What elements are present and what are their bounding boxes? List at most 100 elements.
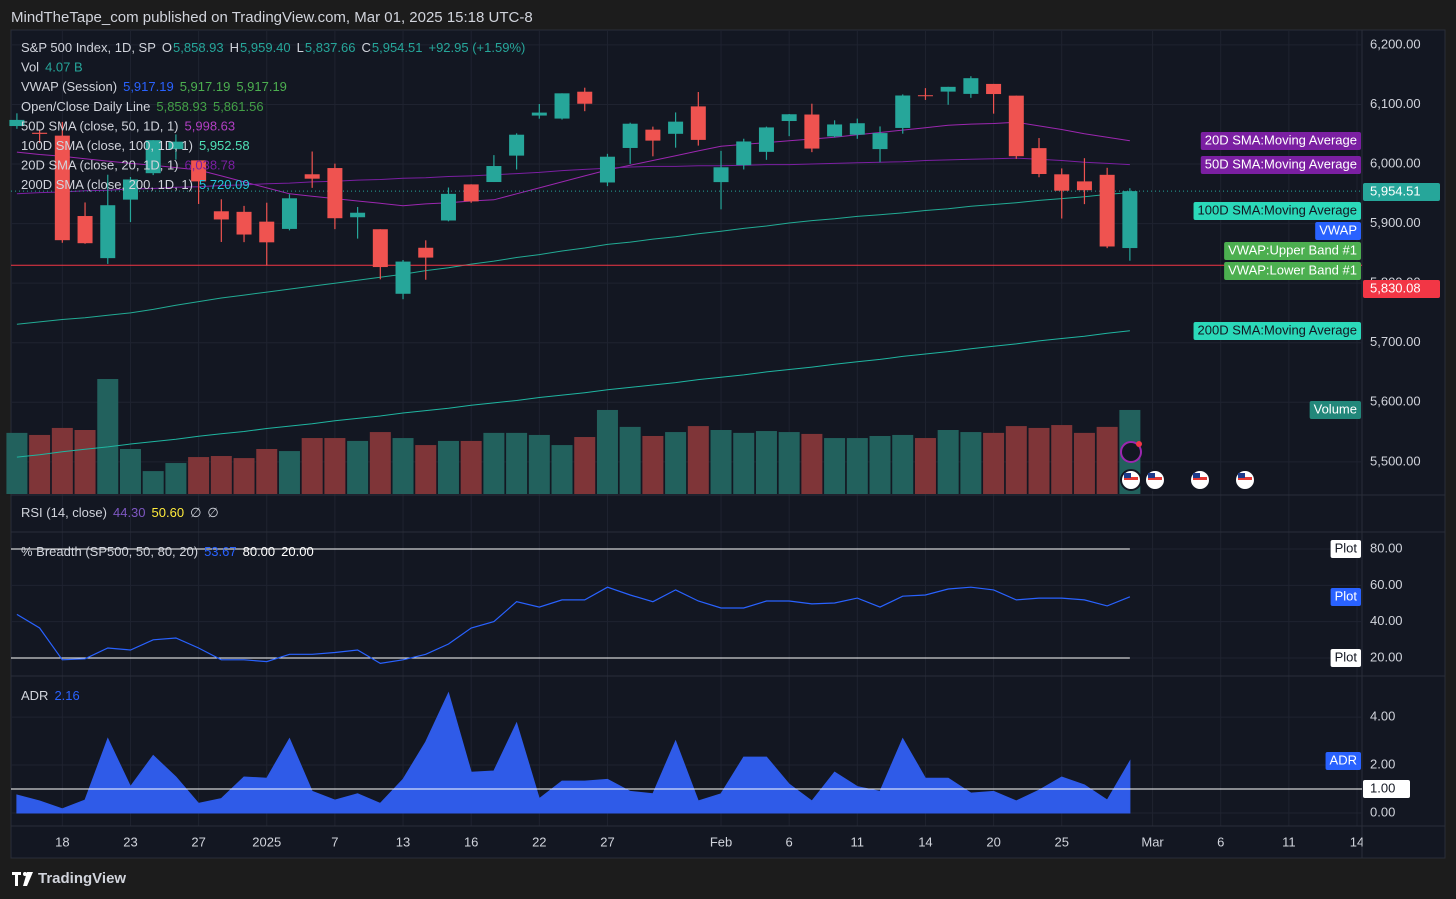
y-tick-label: 5,900.00	[1370, 215, 1421, 230]
x-tick-label: 18	[55, 834, 69, 849]
legend-value: 5,952.58	[199, 138, 250, 153]
event-icon-canton	[1238, 473, 1245, 478]
x-tick-label: 14	[918, 834, 932, 849]
candle-body	[54, 135, 70, 241]
volume-bar	[324, 438, 346, 494]
tag-label: 50D SMA:Moving Average	[1205, 156, 1357, 171]
legend-value: 5,837.66	[305, 40, 356, 55]
x-tick-label: 23	[123, 834, 137, 849]
candle-body	[986, 83, 1002, 95]
legend-label: RSI (14, close)	[21, 505, 107, 520]
volume-bar	[574, 437, 596, 494]
volume-bar	[733, 432, 755, 494]
x-tick-label: 13	[396, 834, 410, 849]
tag-label: 100D SMA:Moving Average	[1198, 202, 1357, 217]
logo-dot	[23, 872, 27, 876]
candle-body	[827, 124, 843, 137]
legend-value: 5,998.63	[185, 119, 236, 134]
volume-bar	[1005, 426, 1027, 494]
event-icon-canton	[1124, 473, 1131, 478]
legend-label: 50D SMA (close, 50, 1D, 1)	[21, 119, 179, 134]
x-tick-label: 22	[532, 834, 546, 849]
legend-line: 50D SMA (close, 50, 1D, 1) 5,998.63	[21, 119, 235, 134]
volume-bar	[687, 426, 709, 494]
reference-label: 1.00	[1370, 780, 1395, 795]
y-tick-label: 2.00	[1370, 756, 1395, 771]
volume-bar	[642, 435, 664, 494]
candle-body	[1099, 174, 1115, 247]
tag-label: VWAP:Lower Band #1	[1228, 262, 1357, 277]
volume-bar	[347, 440, 369, 494]
candle-body	[77, 216, 93, 244]
legend-value: 5,959.40	[240, 40, 291, 55]
tag-label: VWAP	[1319, 222, 1357, 237]
tag	[1309, 401, 1361, 419]
legend-value: 5,917.19	[123, 80, 174, 95]
candle-body	[1054, 174, 1070, 191]
event-icon-canton	[1148, 473, 1155, 478]
legend-value: 20.00	[281, 544, 314, 559]
legend-value: +92.95 (+1.59%)	[428, 40, 525, 55]
price-badge	[1363, 183, 1440, 201]
legend-line: Vol 4.07 B	[21, 60, 83, 75]
legend-label: Vol	[21, 60, 39, 75]
tag	[1315, 222, 1361, 240]
volume-bar	[233, 458, 255, 494]
legend-value: ∅	[190, 505, 201, 520]
event-icon-stripe	[1148, 477, 1162, 480]
x-tick-label: 20	[986, 834, 1000, 849]
volume-bar	[278, 451, 300, 494]
candle-body	[736, 141, 752, 166]
reference-badge	[1363, 780, 1410, 799]
y-tick-label: 5,700.00	[1370, 334, 1421, 349]
footer-brand: TradingView	[38, 870, 126, 887]
y-tick-label: 80.00	[1370, 540, 1403, 555]
x-tick-label: 14	[1350, 834, 1364, 849]
candle-body	[372, 229, 388, 268]
candle-body	[168, 141, 184, 150]
axis-corner	[1362, 827, 1445, 857]
y-tick-label: 6,100.00	[1370, 96, 1421, 111]
legend-value: 50.60	[152, 505, 185, 520]
legend-label: 100D SMA (close, 100, 1D, 1)	[21, 138, 193, 153]
tag-label: Plot	[1335, 588, 1358, 603]
price-badge	[1363, 280, 1440, 298]
moving-average-line	[16, 330, 1130, 458]
candle-body	[9, 119, 25, 127]
volume-bar	[846, 438, 868, 494]
volume-bar	[188, 457, 210, 494]
event-icon-stripe	[1124, 477, 1138, 480]
event-icon-stripe	[1193, 477, 1207, 480]
legend-value: 5,858.93	[156, 99, 207, 114]
volume-bar	[665, 432, 687, 494]
legend-value: ∅	[207, 505, 218, 520]
volume-bar	[301, 438, 323, 494]
candle-body	[758, 127, 774, 152]
candle-body	[259, 221, 275, 243]
volume-bar	[710, 429, 732, 494]
candle-body	[690, 106, 706, 140]
volume-bar	[619, 426, 641, 494]
legend-line: S&P 500 Index, 1D, SP O5,858.93 H5,959.40 L…	[21, 40, 525, 55]
legend-line: 200D SMA (close, 200, 1D, 1) 5,720.09	[21, 178, 250, 193]
candle-body	[395, 261, 411, 294]
tag	[1330, 649, 1361, 667]
x-tick-label: 2025	[252, 834, 281, 849]
y-tick-label: 4.00	[1370, 709, 1395, 724]
legend-label: ADR	[21, 688, 48, 703]
candle-body	[849, 123, 865, 135]
volume-bar	[51, 427, 73, 494]
candle-body	[145, 140, 161, 174]
legend-line: VWAP (Session) 5,917.19 5,917.19 5,917.19	[21, 80, 287, 95]
tag	[1330, 588, 1361, 606]
candle-body	[781, 114, 797, 122]
event-icon-stripe	[1238, 477, 1252, 480]
volume-bar	[97, 379, 119, 494]
tag	[1193, 322, 1361, 340]
candle-body	[531, 112, 547, 116]
legend-prefix: H	[230, 40, 239, 55]
breadth-line	[16, 586, 1131, 665]
volume-bar	[415, 445, 437, 494]
candle-body	[509, 134, 525, 156]
